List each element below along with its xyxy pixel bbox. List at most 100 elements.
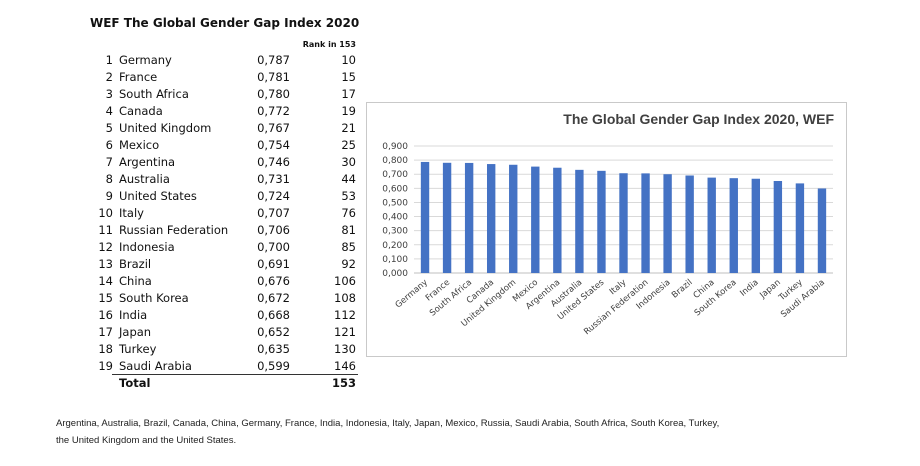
bar [553, 167, 562, 273]
row-score: 0,668 [257, 308, 290, 322]
row-index: 13 [98, 257, 113, 271]
row-index: 14 [98, 274, 113, 288]
row-country: Australia [119, 172, 170, 186]
bar [795, 183, 805, 273]
bar [685, 175, 694, 273]
y-tick-label: 0,000 [382, 269, 408, 279]
row-score: 0,754 [257, 138, 290, 152]
row-rank: 76 [341, 206, 356, 220]
y-tick-label: 0,700 [382, 170, 408, 180]
bar [442, 162, 452, 273]
bar [663, 174, 672, 273]
row-index: 18 [98, 342, 113, 356]
page-title: WEF The Global Gender Gap Index 2020 [90, 16, 360, 30]
row-rank: 30 [341, 155, 356, 169]
row-score: 0,652 [257, 325, 290, 339]
row-score: 0,746 [257, 155, 290, 169]
row-rank: 108 [334, 291, 356, 305]
x-tick-label: India [738, 278, 760, 299]
footnote-line-1: Argentina, Australia, Brazil, Canada, Ch… [56, 418, 720, 429]
row-country: Russian Federation [119, 223, 229, 237]
rank-column-header: Rank in 153 [302, 40, 356, 49]
row-score: 0,672 [257, 291, 290, 305]
row-score: 0,731 [257, 172, 290, 186]
row-rank: 53 [341, 189, 356, 203]
row-index: 15 [98, 291, 113, 305]
row-score: 0,767 [257, 121, 290, 135]
footnote: Argentina, Australia, Brazil, Canada, Ch… [56, 415, 756, 449]
row-rank: 19 [341, 104, 356, 118]
row-index: 19 [98, 359, 113, 373]
row-rank: 146 [334, 359, 356, 373]
row-score: 0,635 [257, 342, 290, 356]
y-tick-label: 0,900 [382, 142, 408, 152]
row-score: 0,780 [257, 87, 290, 101]
row-index: 16 [98, 308, 113, 322]
chart-container: The Global Gender Gap Index 2020, WEF 0,… [366, 102, 847, 357]
y-tick-label: 0,800 [382, 156, 408, 166]
chart-title: The Global Gender Gap Index 2020, WEF [563, 111, 834, 127]
row-rank: 112 [334, 308, 356, 322]
row-country: South Korea [119, 291, 189, 305]
row-index: 4 [105, 104, 113, 118]
row-country: Japan [119, 325, 152, 339]
bar [531, 166, 540, 273]
bar [641, 173, 650, 273]
row-score: 0,772 [257, 104, 290, 118]
row-rank: 106 [334, 274, 356, 288]
row-country: Brazil [119, 257, 152, 271]
row-score: 0,787 [257, 53, 290, 67]
row-score: 0,691 [257, 257, 290, 271]
row-index: 10 [98, 206, 113, 220]
row-score: 0,724 [257, 189, 290, 203]
row-index: 9 [105, 189, 113, 203]
row-country: Mexico [119, 138, 160, 152]
bar-chart: 0,000 0,100 0,200 0,300 0,400 0,500 0,600 0,700… [382, 142, 833, 337]
bar [729, 178, 738, 273]
row-rank: 17 [341, 87, 356, 101]
total-label: Total [119, 376, 151, 390]
bar [486, 164, 496, 273]
y-tick-label: 0,400 [382, 213, 408, 223]
row-score: 0,599 [257, 359, 290, 373]
row-index: 2 [105, 70, 113, 84]
y-tick-label: 0,600 [382, 184, 408, 194]
x-tick-label: Brazil [670, 278, 695, 301]
bar [597, 170, 606, 273]
row-rank: 81 [341, 223, 356, 237]
row-index: 5 [105, 121, 113, 135]
row-rank: 25 [341, 138, 356, 152]
row-country: Argentina [119, 155, 176, 169]
row-country: United Kingdom [119, 121, 212, 135]
x-tick-label: Germany [394, 278, 430, 311]
row-country: Germany [119, 53, 172, 67]
row-index: 11 [98, 223, 113, 237]
row-index: 12 [98, 240, 113, 254]
row-index: 3 [105, 87, 113, 101]
row-rank: 21 [341, 121, 356, 135]
bar [575, 169, 584, 273]
total-rank: 153 [331, 376, 356, 390]
row-score: 0,676 [257, 274, 290, 288]
footnote-line-2: the United Kingdom and the United States… [56, 435, 237, 446]
row-country: Italy [119, 206, 144, 220]
y-tick-label: 0,300 [382, 227, 408, 237]
row-rank: 10 [341, 53, 356, 67]
row-country: Turkey [119, 342, 157, 356]
row-score: 0,707 [257, 206, 290, 220]
row-country: France [119, 70, 158, 84]
row-index: 8 [105, 172, 113, 186]
bar [773, 180, 783, 273]
bar [464, 162, 474, 273]
row-score: 0,706 [257, 223, 290, 237]
row-score: 0,781 [257, 70, 290, 84]
row-index: 17 [98, 325, 113, 339]
bar [509, 164, 518, 273]
row-index: 1 [105, 53, 113, 67]
y-tick-label: 0,100 [382, 255, 408, 265]
row-country: Canada [119, 104, 163, 118]
row-index: 6 [105, 138, 113, 152]
y-tick-label: 0,200 [382, 241, 408, 251]
row-rank: 44 [341, 172, 356, 186]
bar [751, 178, 761, 273]
